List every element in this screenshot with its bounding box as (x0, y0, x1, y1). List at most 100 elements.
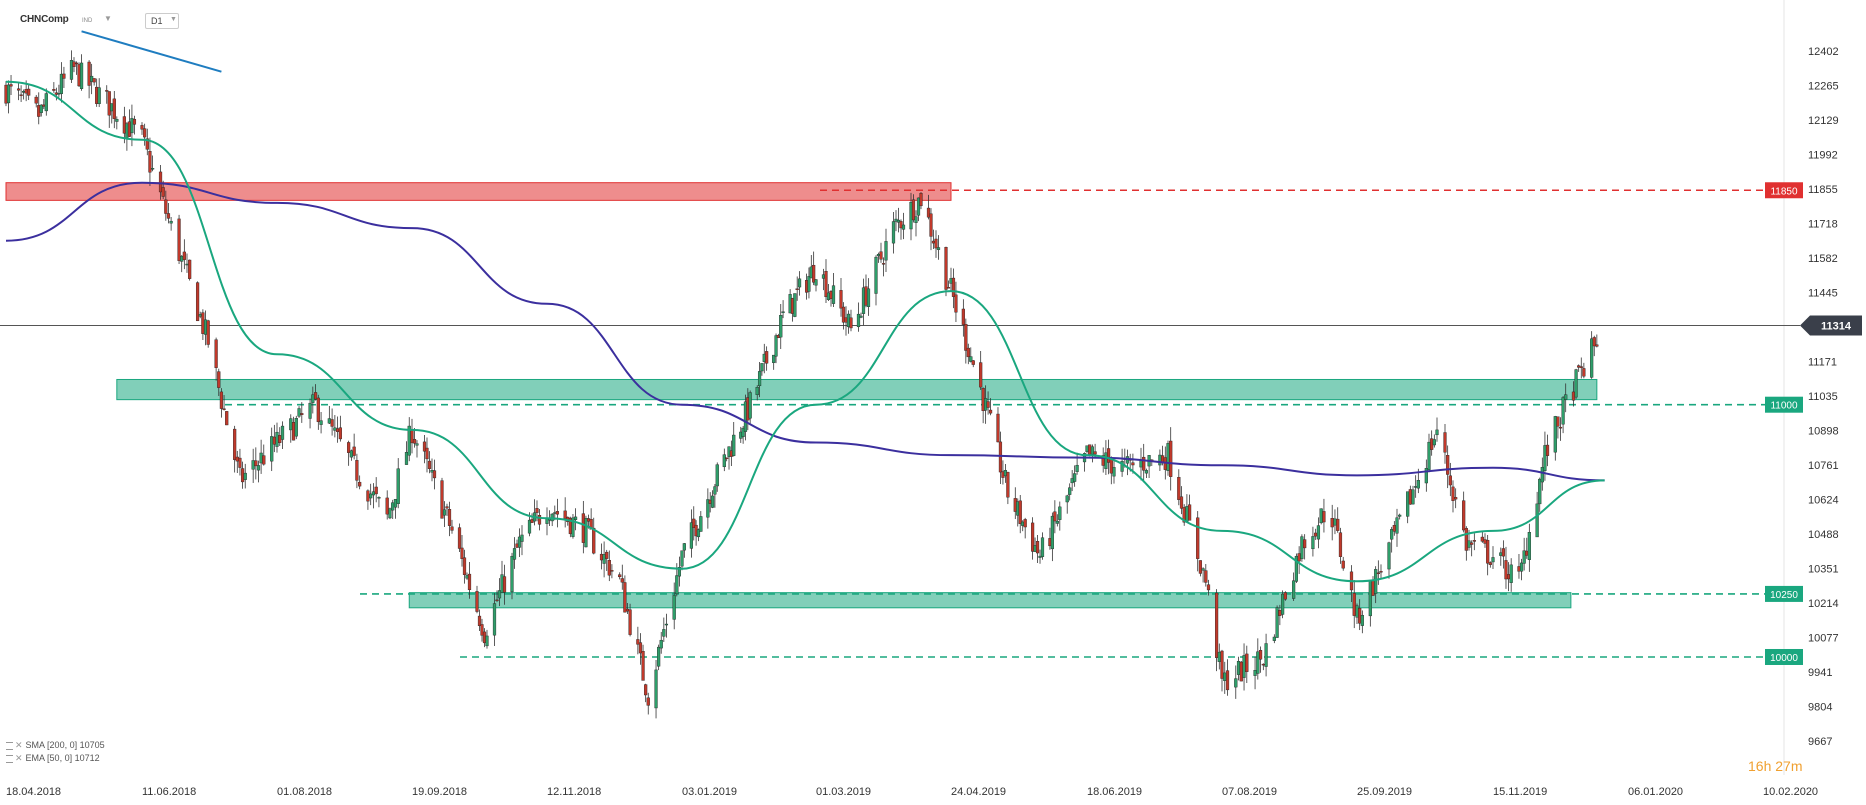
candle-body (672, 595, 676, 620)
candle-body (884, 241, 888, 261)
indicator-ema[interactable]: ✕ EMA [50, 0] 10712 (6, 753, 100, 764)
candle-body (944, 247, 948, 290)
candle-body (1398, 514, 1402, 517)
candle-body (781, 311, 785, 313)
candle-body (1090, 446, 1094, 455)
candle-body (638, 642, 643, 654)
candle-body (195, 282, 200, 322)
candle-body (19, 94, 23, 96)
candle-body (1275, 607, 1279, 638)
candle-body (581, 513, 585, 543)
x-tick-label: 01.03.2019 (816, 786, 871, 798)
chevron-down-icon[interactable]: ▼ (104, 14, 112, 23)
candle-body (371, 491, 376, 496)
candle-body (1030, 522, 1035, 552)
candle-body (1201, 568, 1205, 571)
candle-body (571, 517, 575, 537)
ma-line (5, 181, 1605, 482)
candle-body (713, 486, 717, 495)
candle-body (755, 387, 759, 396)
candle-body (689, 522, 694, 549)
candle-body (502, 576, 507, 593)
candle-body (278, 435, 282, 443)
candle-body (1236, 661, 1241, 675)
x-tick-label: 18.04.2018 (6, 786, 61, 798)
candle-body (537, 515, 542, 525)
candle-body (1451, 486, 1455, 501)
candle-body (1187, 504, 1192, 521)
candle-body (1333, 518, 1337, 526)
candle-body (891, 221, 896, 244)
candle-body (954, 294, 958, 313)
candle-body (1390, 529, 1394, 540)
candle-body (692, 518, 696, 528)
candle-body (1579, 366, 1583, 368)
candle-body (1272, 636, 1276, 641)
candle-body (979, 362, 983, 388)
candle-body (145, 138, 149, 150)
x-tick-label: 25.09.2019 (1357, 786, 1412, 798)
candle-body (1204, 570, 1208, 583)
candle-body (1577, 365, 1581, 368)
candle-body (527, 519, 532, 534)
candle-body (1283, 592, 1287, 600)
candle-body (1214, 592, 1219, 658)
candle-body (899, 221, 903, 229)
candle-body (589, 519, 593, 530)
close-icon[interactable]: ✕ (15, 740, 23, 750)
candle-body (677, 567, 682, 577)
candle-body (1519, 562, 1524, 572)
candle-body (1068, 487, 1072, 495)
candle-body (240, 468, 245, 483)
candle-body (986, 401, 990, 408)
menu-icon[interactable] (6, 741, 13, 750)
candle-body (1075, 464, 1079, 472)
close-icon[interactable]: ✕ (15, 753, 23, 763)
candle-body (696, 529, 701, 538)
candle-body (765, 351, 769, 364)
candle-body (1281, 593, 1285, 615)
candle-body (1509, 564, 1513, 583)
candle-body (391, 502, 395, 511)
candle-body (664, 623, 669, 626)
candle-body (1517, 566, 1521, 572)
candle-body (112, 98, 116, 119)
symbol-label[interactable]: CHNComp (20, 14, 69, 25)
candle-body (1443, 432, 1447, 453)
candle-body (741, 427, 745, 437)
candle-body (182, 251, 186, 260)
level-label-box (1765, 396, 1803, 413)
candle-body (16, 88, 21, 91)
candle-body (214, 339, 218, 368)
candle-body (1488, 562, 1492, 565)
candle-body (358, 481, 362, 487)
candle-body (1338, 532, 1343, 557)
candle-body (485, 635, 489, 647)
indicator-ema-label: EMA [50, 0] 10712 (25, 753, 100, 763)
candle-body (772, 354, 776, 363)
candle-body (874, 256, 878, 294)
candle-body (797, 278, 802, 288)
x-tick-label: 24.04.2019 (951, 786, 1006, 798)
candle-body (143, 128, 147, 138)
candle-body (1446, 455, 1450, 475)
indicator-sma[interactable]: ✕ SMA [200, 0] 10705 (6, 740, 105, 751)
y-tick-label: 11718 (1808, 219, 1838, 231)
candle-body (680, 550, 684, 567)
candle-body (425, 447, 429, 460)
candle-body (259, 452, 263, 464)
candle-body (1035, 541, 1040, 554)
candle-body (336, 428, 340, 432)
y-tick-label: 10761 (1808, 460, 1839, 472)
candle-body (1376, 572, 1380, 575)
candle-body (1424, 468, 1428, 484)
candle-body (206, 320, 210, 345)
timeframe-select[interactable]: D1 ▼ (145, 13, 179, 29)
candle-body (936, 247, 941, 250)
menu-icon[interactable] (6, 754, 13, 763)
y-tick-label: 11445 (1808, 287, 1838, 299)
candle-body (659, 639, 663, 649)
candle-body (586, 518, 591, 522)
candle-body (553, 512, 557, 514)
